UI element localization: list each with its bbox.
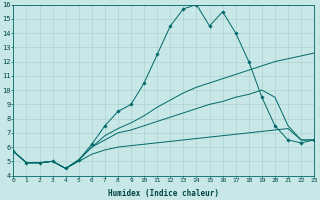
X-axis label: Humidex (Indice chaleur): Humidex (Indice chaleur) <box>108 189 219 198</box>
